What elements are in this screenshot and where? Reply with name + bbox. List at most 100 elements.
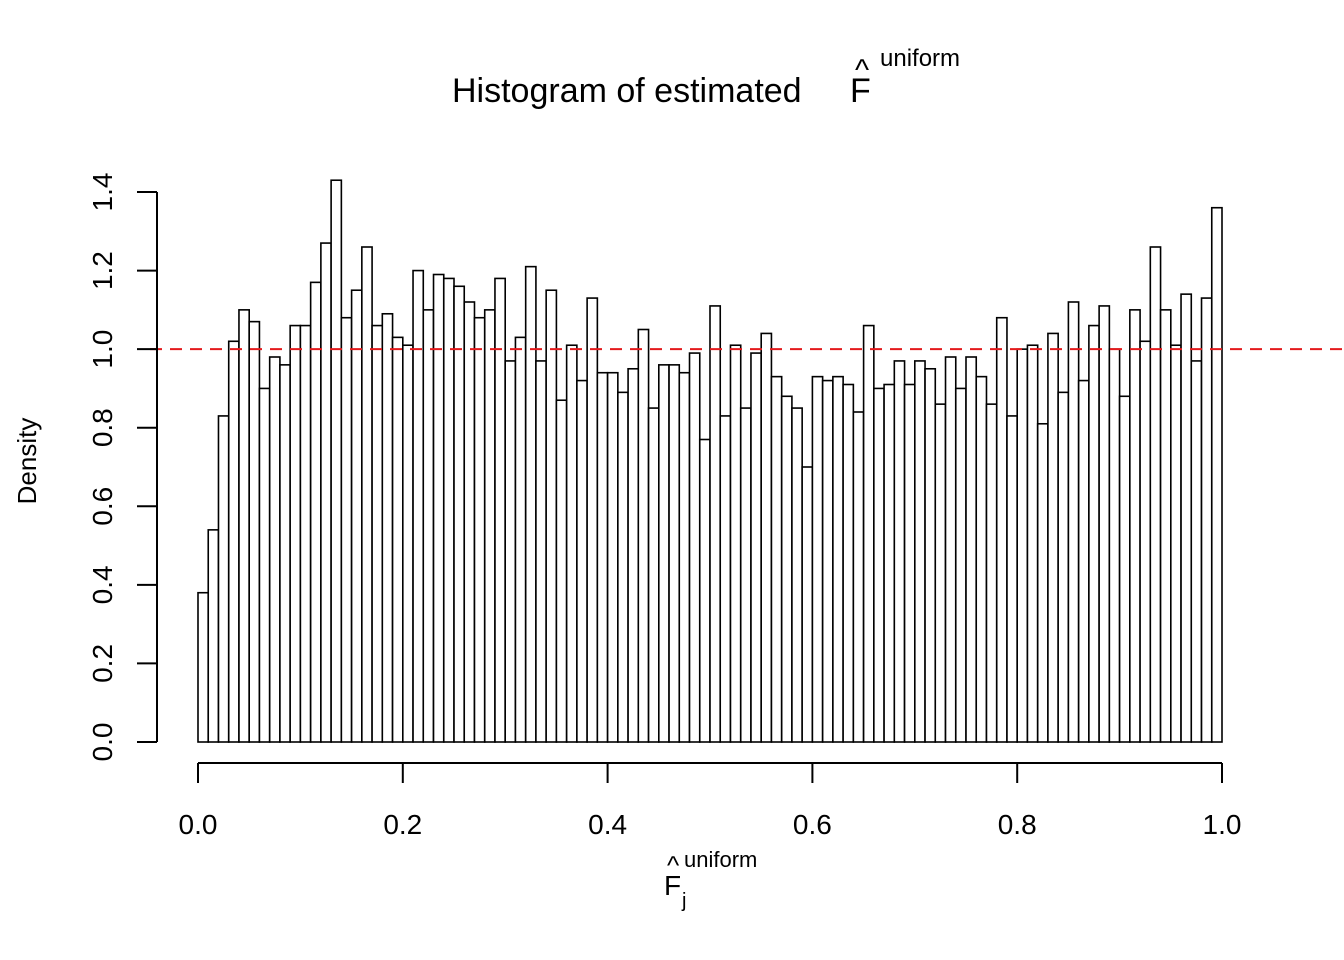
histogram-bar bbox=[197, 591, 210, 743]
histogram-bar bbox=[617, 391, 629, 743]
histogram-bar bbox=[1108, 348, 1121, 743]
histogram-bar bbox=[401, 344, 414, 743]
histogram-bar bbox=[391, 336, 404, 743]
histogram-bar bbox=[1200, 297, 1213, 743]
histogram-bar bbox=[760, 332, 773, 743]
histogram-bar bbox=[873, 387, 885, 743]
y-axis: 0.0 0.2 0.4 0.6 0.8 1.0 1.2 1.4 bbox=[87, 173, 158, 762]
histogram-bar bbox=[1016, 348, 1029, 743]
title-superscript: uniform bbox=[880, 45, 960, 72]
y-tick-label: 1.4 bbox=[87, 173, 118, 212]
histogram-bar bbox=[1088, 324, 1100, 743]
x-label-hat: ^ bbox=[667, 850, 680, 880]
histogram-bar bbox=[647, 407, 660, 743]
histogram-bar bbox=[350, 289, 363, 743]
histogram-bar bbox=[975, 375, 988, 743]
histogram-bar bbox=[924, 367, 937, 743]
histogram-bar bbox=[1159, 309, 1172, 743]
histogram-bar bbox=[422, 309, 435, 743]
x-axis-label: F ^ j uniform bbox=[664, 847, 757, 912]
histogram-bar bbox=[606, 371, 619, 743]
histogram-bar bbox=[524, 265, 537, 743]
histogram-bar bbox=[934, 403, 947, 743]
histogram-bar bbox=[340, 316, 353, 743]
histogram-bar bbox=[565, 344, 578, 743]
histogram-bar bbox=[238, 309, 251, 743]
histogram-bar bbox=[535, 360, 547, 743]
histogram-bar bbox=[954, 387, 967, 743]
histogram-bar bbox=[1170, 344, 1182, 743]
histogram-bar bbox=[258, 387, 271, 743]
y-tick-label: 0.0 bbox=[87, 723, 118, 762]
histogram-bar bbox=[1067, 301, 1080, 743]
histogram-bar bbox=[309, 281, 322, 743]
histogram-bar bbox=[381, 312, 394, 743]
histogram-bar bbox=[371, 324, 384, 743]
histogram-bar bbox=[1190, 360, 1203, 743]
histogram-bar bbox=[1036, 422, 1049, 743]
histogram-bar bbox=[944, 356, 957, 743]
x-tick-label: 0.2 bbox=[383, 809, 422, 840]
y-axis-label: Density bbox=[12, 418, 42, 505]
histogram-bar bbox=[903, 383, 916, 743]
histogram-bar bbox=[832, 375, 844, 743]
x-label-symbol: F bbox=[664, 870, 681, 901]
histogram-bar bbox=[985, 403, 998, 743]
histogram-bar bbox=[842, 383, 855, 743]
histogram-bar bbox=[483, 309, 496, 743]
histogram-bar bbox=[852, 411, 865, 743]
histogram-bar bbox=[555, 399, 568, 743]
y-tick-label: 0.8 bbox=[87, 408, 118, 447]
histogram-bar bbox=[1098, 305, 1111, 743]
histogram-bar bbox=[688, 352, 701, 743]
histogram-bar bbox=[1129, 309, 1141, 743]
histogram-bar bbox=[248, 320, 261, 743]
histogram-bar bbox=[432, 273, 445, 743]
histogram-bar bbox=[893, 360, 906, 743]
histogram-bar bbox=[965, 356, 978, 743]
y-tick-label: 1.0 bbox=[87, 330, 118, 369]
histogram-bar bbox=[657, 364, 670, 743]
chart-title: Histogram of estimated F ^ uniform bbox=[452, 45, 960, 110]
histogram-bar bbox=[596, 371, 609, 743]
histogram-bar bbox=[913, 360, 926, 743]
x-tick-label: 0.4 bbox=[588, 809, 627, 840]
histogram-bar bbox=[770, 375, 783, 743]
x-axis: 0.0 0.2 0.4 0.6 0.8 1.0 bbox=[179, 762, 1242, 840]
histogram-bar bbox=[709, 305, 722, 743]
x-tick-label: 0.0 bbox=[179, 809, 218, 840]
histogram-bar bbox=[473, 316, 486, 743]
histogram-bar bbox=[217, 415, 230, 743]
histogram-bar bbox=[586, 297, 599, 743]
histogram-bar bbox=[668, 364, 681, 743]
histogram-bar bbox=[320, 242, 332, 743]
histogram-bar bbox=[227, 340, 240, 743]
histogram-bar bbox=[1149, 246, 1162, 743]
histogram-bar bbox=[821, 379, 834, 743]
histogram-bar bbox=[678, 371, 691, 743]
histogram-bar bbox=[289, 324, 302, 743]
histogram-bar bbox=[637, 328, 650, 743]
histogram-bar bbox=[1210, 206, 1223, 743]
x-tick-label: 0.6 bbox=[793, 809, 832, 840]
histogram-bar bbox=[1077, 379, 1090, 743]
histogram-bar bbox=[463, 301, 476, 743]
histogram-bar bbox=[1026, 344, 1039, 743]
histogram-bar bbox=[995, 316, 1008, 743]
histogram-bar bbox=[576, 379, 588, 743]
histogram-bar bbox=[442, 277, 455, 743]
x-tick-label: 1.0 bbox=[1203, 809, 1242, 840]
y-tick-label: 0.6 bbox=[87, 487, 118, 526]
histogram-bar bbox=[268, 356, 281, 743]
histogram-bar bbox=[207, 529, 220, 743]
histogram-bars bbox=[197, 179, 1223, 743]
histogram-bar bbox=[279, 364, 291, 743]
x-tick-label: 0.8 bbox=[998, 809, 1037, 840]
title-text: Histogram of estimated bbox=[452, 72, 802, 110]
histogram-bar bbox=[750, 352, 763, 743]
histogram-bar bbox=[1047, 332, 1059, 743]
histogram-bar bbox=[1139, 340, 1152, 743]
histogram-bar bbox=[545, 289, 558, 743]
histogram-bar bbox=[1057, 391, 1070, 743]
